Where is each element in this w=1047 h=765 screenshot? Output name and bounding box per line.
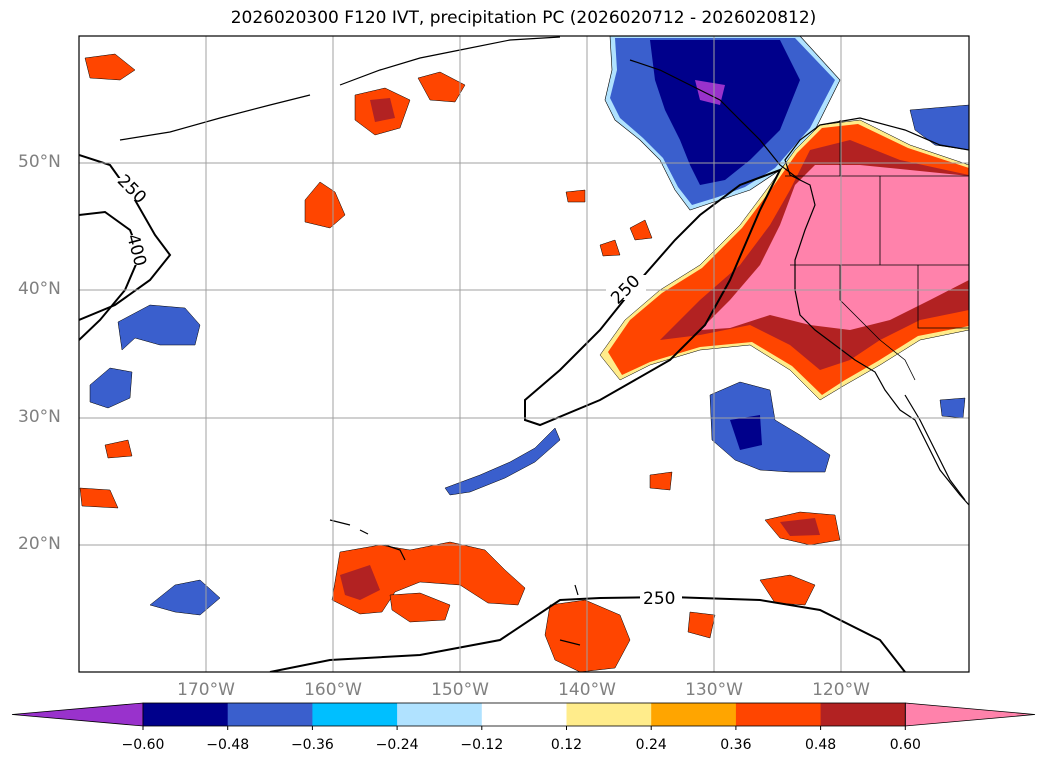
colorbar-segment <box>481 703 567 726</box>
colorbar-segment <box>143 703 229 726</box>
colorbar-extend-min <box>11 702 144 727</box>
colorbar-tick-label: 0.36 <box>720 737 752 753</box>
contour-label-250-south: 250 <box>643 589 675 609</box>
lon-label: 170°W <box>177 680 235 700</box>
colorbar-tick-label: −0.12 <box>460 737 504 753</box>
lon-label: 140°W <box>558 680 616 700</box>
colorbar-tick-label: −0.48 <box>206 737 250 753</box>
lon-label: 130°W <box>685 680 743 700</box>
lat-label: 40°N <box>18 279 61 300</box>
colorbar-tick-label: 0.12 <box>550 737 583 753</box>
lat-label: 20°N <box>18 533 61 554</box>
map-title: 2026020300 F120 IVT, precipitation PC (2… <box>230 8 817 28</box>
colorbar-outline <box>142 702 906 727</box>
colorbar-tick-label: −0.36 <box>290 737 334 753</box>
colorbar-tick-label: 0.48 <box>805 737 837 753</box>
colorbar-tick-label: −0.60 <box>121 737 165 753</box>
colorbar-segment <box>312 703 398 726</box>
lon-label: 160°W <box>304 680 362 700</box>
colorbar-segment <box>397 703 483 726</box>
lon-label: 120°W <box>812 680 870 700</box>
graticule <box>79 36 969 672</box>
state-borders <box>785 120 969 381</box>
positive-anomaly-ar <box>599 119 969 401</box>
colorbar-segment <box>227 703 313 726</box>
contour-labels: 250 400 250 250 <box>112 171 682 609</box>
colorbar-segment <box>820 703 906 726</box>
colorbar-extend-max <box>904 702 1036 727</box>
colorbar-segment <box>566 703 652 726</box>
lat-label: 30°N <box>18 406 61 427</box>
colorbar-segment <box>651 703 737 726</box>
lat-label: 50°N <box>18 152 61 173</box>
colorbar-tick-label: 0.24 <box>635 737 667 753</box>
negative-anomaly-west <box>89 304 966 616</box>
lon-label: 150°W <box>431 680 489 700</box>
colorbar-tick-label: 0.60 <box>889 737 921 753</box>
colorbar <box>11 702 1036 730</box>
map-content: 250 400 250 250 <box>79 36 969 672</box>
map-frame <box>78 35 970 673</box>
colorbar-tick-label: −0.24 <box>375 737 419 753</box>
colorbar-segment <box>735 703 822 726</box>
